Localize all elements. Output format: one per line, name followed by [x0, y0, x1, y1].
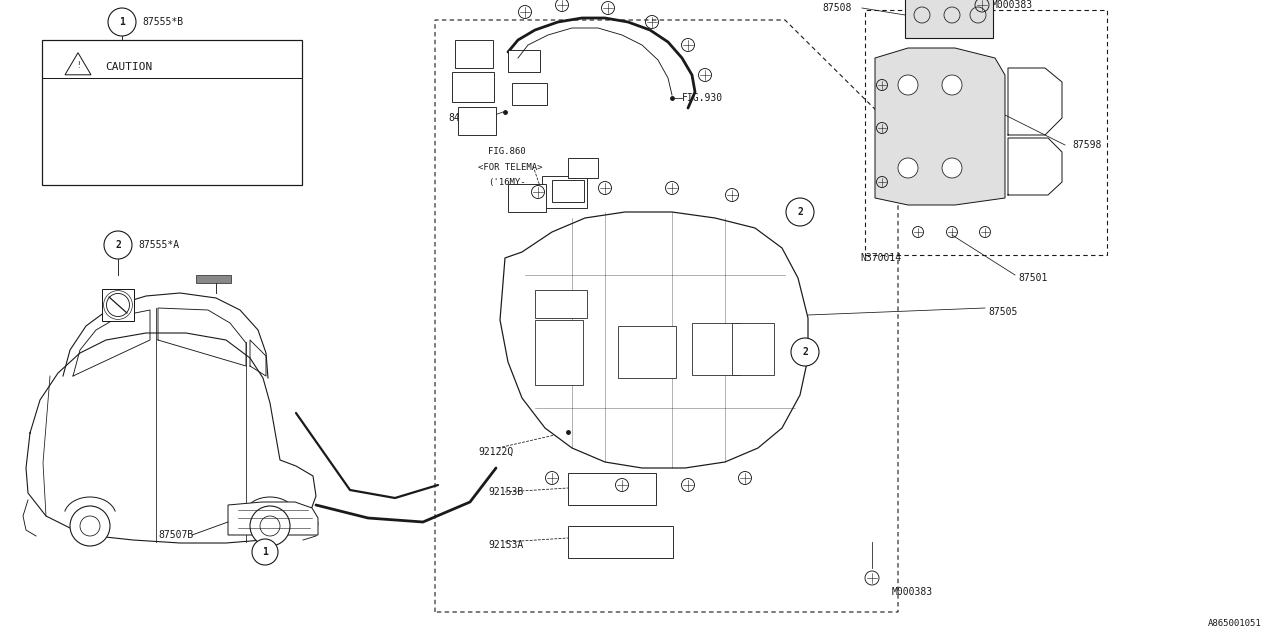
- Text: 92122Q: 92122Q: [477, 447, 513, 457]
- Text: 87555*B: 87555*B: [142, 17, 183, 27]
- Circle shape: [104, 231, 132, 259]
- Circle shape: [942, 75, 963, 95]
- Text: FIG.860: FIG.860: [488, 147, 526, 157]
- Bar: [512, 83, 547, 105]
- Text: 1: 1: [119, 17, 125, 27]
- Bar: [535, 320, 582, 385]
- Bar: [42, 40, 302, 185]
- Polygon shape: [500, 212, 808, 468]
- Text: M000383: M000383: [992, 0, 1033, 10]
- Bar: [618, 326, 676, 378]
- Text: 2: 2: [803, 347, 808, 357]
- Bar: [568, 473, 657, 505]
- Circle shape: [70, 506, 110, 546]
- Bar: [508, 50, 540, 72]
- Text: 1: 1: [262, 547, 268, 557]
- Text: 87598: 87598: [1073, 140, 1101, 150]
- Text: FIG.930: FIG.930: [682, 93, 723, 103]
- Text: 2: 2: [797, 207, 803, 217]
- Text: 87507B: 87507B: [157, 530, 193, 540]
- Bar: [568, 526, 673, 558]
- Bar: [535, 290, 588, 318]
- Circle shape: [250, 506, 291, 546]
- Text: 92153A: 92153A: [488, 540, 524, 550]
- Bar: [865, 10, 1107, 255]
- Bar: [732, 323, 774, 375]
- Text: <FOR TELEMA>: <FOR TELEMA>: [477, 163, 543, 173]
- Bar: [458, 107, 497, 135]
- Text: 2: 2: [115, 240, 120, 250]
- Polygon shape: [228, 502, 317, 535]
- Circle shape: [899, 75, 918, 95]
- Circle shape: [942, 158, 963, 178]
- Text: 84920G: 84920G: [448, 113, 484, 123]
- Bar: [541, 176, 588, 208]
- Text: N370014: N370014: [860, 253, 901, 263]
- Text: 87501: 87501: [1018, 273, 1047, 283]
- Text: M000383: M000383: [892, 587, 933, 597]
- Text: 87505: 87505: [988, 307, 1018, 317]
- Circle shape: [899, 158, 918, 178]
- Circle shape: [786, 198, 814, 226]
- Circle shape: [252, 539, 278, 565]
- Bar: [568, 158, 598, 178]
- Bar: [552, 180, 584, 202]
- Bar: [196, 275, 230, 283]
- Text: A865001051: A865001051: [1208, 619, 1262, 628]
- Text: ('16MY-: ('16MY-: [488, 177, 526, 186]
- Text: 92153B: 92153B: [488, 487, 524, 497]
- Bar: [905, 0, 993, 38]
- Circle shape: [108, 8, 136, 36]
- Bar: [508, 184, 547, 212]
- Text: CAUTION: CAUTION: [105, 62, 152, 72]
- Bar: [452, 72, 494, 102]
- Bar: [692, 323, 740, 375]
- Text: 87508: 87508: [823, 3, 852, 13]
- Text: !: !: [76, 61, 81, 70]
- Bar: [454, 40, 493, 68]
- Text: 87555*A: 87555*A: [138, 240, 179, 250]
- Polygon shape: [876, 48, 1005, 205]
- Bar: [102, 289, 134, 321]
- Circle shape: [791, 338, 819, 366]
